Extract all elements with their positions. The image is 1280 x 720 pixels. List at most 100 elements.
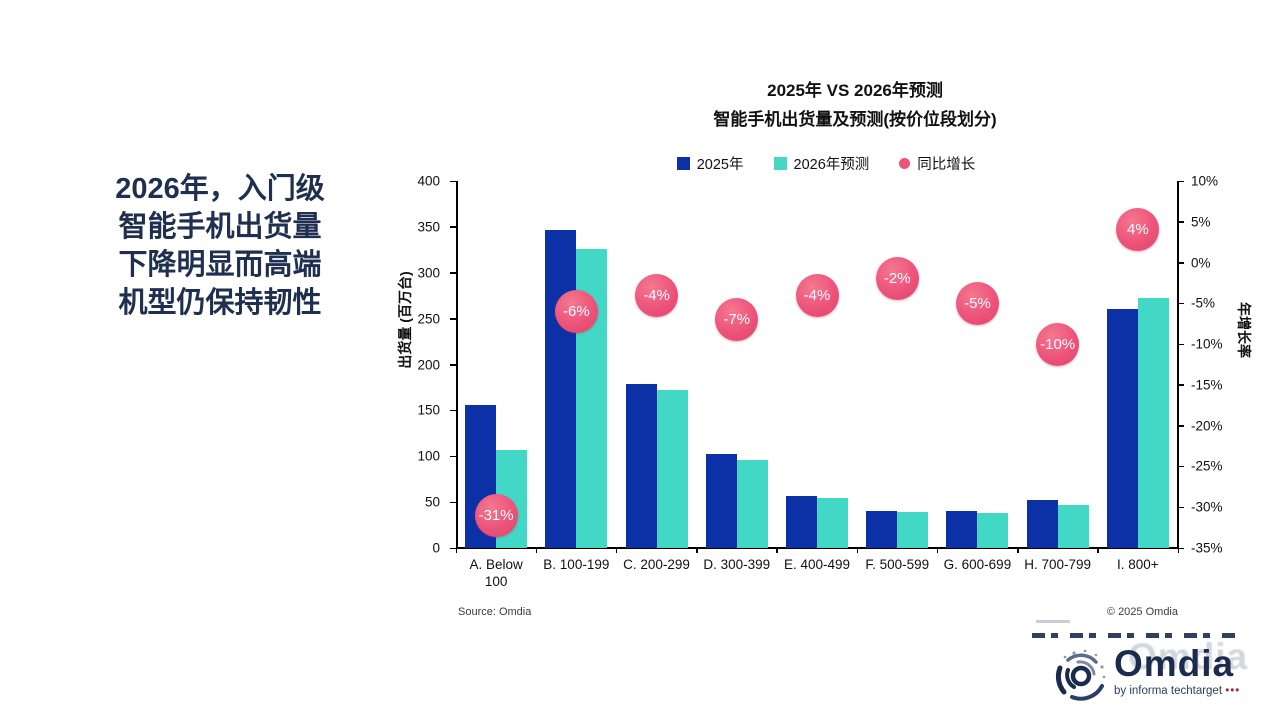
category-label: B. 100-199 — [543, 557, 610, 572]
category-label: C. 200-299 — [623, 557, 690, 572]
y-axis-tick-label-right: -20% — [1191, 418, 1223, 434]
growth-bubble: -31% — [474, 493, 518, 537]
legend-label: 2026年预测 — [793, 157, 870, 173]
x-axis-tick — [1177, 548, 1179, 553]
y-axis-tick-left — [450, 455, 456, 458]
growth-bubble: -4% — [795, 273, 839, 317]
growth-bubble: -5% — [955, 281, 999, 325]
x-axis-tick — [1097, 548, 1099, 553]
y-axis-tick-label-right: 10% — [1191, 173, 1219, 189]
x-axis-tick — [936, 548, 939, 553]
growth-bubble: -7% — [715, 298, 759, 342]
y-axis-tick-label-right: -10% — [1191, 336, 1223, 352]
growth-bubble: -6% — [554, 289, 598, 333]
bar-2026年预测-F — [897, 512, 929, 548]
y-axis-tick-left — [450, 318, 456, 320]
legend-circle-marker — [899, 158, 911, 169]
y-axis-tick-right — [1178, 180, 1184, 182]
category-label: F. 500-599 — [865, 557, 930, 572]
bar-2026年预测-E — [817, 497, 848, 548]
legend-item-同比增长: 同比增长 — [899, 153, 975, 174]
y-axis-tick-label-right: -25% — [1191, 458, 1223, 474]
bar-2026年预测-C — [656, 390, 688, 548]
x-axis-tick — [776, 548, 778, 553]
bar-2025年-E — [786, 495, 817, 548]
y-axis-tick-label-left: 400 — [417, 173, 440, 189]
y-axis-tick-label-left: 100 — [417, 448, 440, 464]
x-axis-tick — [696, 548, 698, 553]
growth-bubble: -2% — [875, 257, 919, 301]
category-label: A. Below 100 — [469, 557, 523, 589]
chart-title: 2025年 VS 2026年预测 智能手机出货量及预测(按价位段划分) — [713, 81, 997, 129]
bar-2026年预测-I — [1137, 298, 1169, 548]
y-axis-tick-left — [450, 409, 456, 412]
headline-text: 2026年，入门级 智能手机出货量 下降明显而高端 机型仍保持韧性 — [115, 173, 325, 319]
y-axis-tick-label-left: 300 — [417, 265, 440, 281]
x-axis-tick — [615, 548, 618, 553]
category-label: H. 700-799 — [1024, 557, 1092, 572]
bar-2025年-C — [625, 383, 657, 548]
category-label: I. 800+ — [1117, 557, 1159, 572]
chart-legend: 2025年 2026年预测 同比增长 — [456, 153, 1196, 174]
y-axis-tick-label-left: 0 — [432, 540, 440, 556]
y-axis-tick-right — [1178, 221, 1184, 223]
omdia-ghost-watermark: Omdia — [1128, 636, 1249, 677]
y-axis-tick-left — [450, 364, 456, 366]
growth-bubble: 4% — [1116, 208, 1160, 252]
bar-2025年-I — [1106, 308, 1138, 548]
y-axis-tick-right — [1178, 262, 1184, 264]
copyright-note: © 2025 Omdia — [1106, 606, 1178, 618]
render-artifact-line — [1036, 620, 1070, 623]
y-axis-tick-right — [1178, 302, 1184, 305]
x-axis-tick — [856, 548, 859, 553]
left-axis-title: 出货量 (百万台) — [397, 271, 413, 369]
y-axis-tick-right — [1178, 506, 1184, 509]
bar-2026年预测-H — [1057, 504, 1089, 548]
y-axis-tick-left — [450, 501, 456, 504]
y-axis-tick-right — [1178, 425, 1184, 427]
tagline-dots: ••• — [1225, 685, 1241, 697]
y-axis-tick-label-right: 0% — [1191, 255, 1211, 271]
bar-2025年-H — [1026, 500, 1058, 548]
bar-2025年-G — [946, 511, 978, 548]
legend-label: 2025年 — [696, 157, 744, 173]
omdia-logo-text: Omdia — [1114, 643, 1235, 684]
category-label: D. 300-399 — [703, 557, 771, 572]
omdia-logo-icon — [1055, 649, 1106, 701]
chart-plot-area: 0 50 100 150 200 250 300 350 400 10% 5% 0% -5% -10% -1… — [417, 174, 1222, 590]
y-axis-tick-left — [450, 226, 456, 228]
render-artifact-smudge — [1032, 633, 1240, 638]
y-axis-tick-left — [450, 272, 456, 274]
right-axis-title: 年增长率 — [1236, 302, 1252, 358]
y-axis-tick-label-left: 200 — [417, 357, 440, 372]
y-axis-tick-label-right: 5% — [1191, 214, 1211, 230]
y-axis-tick-label-right: -5% — [1191, 295, 1216, 311]
y-axis-tick-label-right: -35% — [1191, 540, 1223, 556]
legend-item-2025年: 2025年 — [676, 153, 744, 174]
y-axis-tick-label-left: 350 — [417, 219, 440, 235]
y-axis-line-left — [456, 181, 458, 548]
y-axis-tick-label-left: 50 — [424, 494, 440, 510]
category-label: E. 400-499 — [783, 557, 851, 572]
y-axis-tick-right — [1178, 343, 1184, 346]
source-note: Source: Omdia — [458, 606, 532, 618]
y-axis-tick-label-right: -15% — [1191, 377, 1223, 393]
x-axis-tick — [1017, 548, 1019, 553]
growth-bubble: -10% — [1036, 322, 1080, 366]
bar-2025年-F — [866, 511, 898, 548]
bar-2025年-D — [705, 453, 737, 548]
bar-2025年-B — [545, 229, 577, 548]
x-axis-tick — [535, 548, 538, 553]
x-axis-tick — [455, 548, 457, 553]
legend-square-marker — [676, 157, 690, 170]
omdia-logo: Omdia Omdia by informa techtarget ••• — [1052, 636, 1248, 710]
legend-label: 同比增长 — [917, 157, 976, 173]
y-axis-tick-label-left: 250 — [417, 311, 440, 327]
omdia-logo-tagline: by informa techtarget ••• — [1114, 685, 1241, 697]
legend-square-marker — [773, 157, 787, 170]
y-axis-tick-right — [1178, 384, 1184, 386]
y-axis-tick-right — [1178, 547, 1184, 549]
y-axis-tick-label-right: -30% — [1191, 499, 1223, 515]
bar-2026年预测-D — [736, 459, 768, 548]
legend-item-2026年预测: 2026年预测 — [773, 153, 870, 174]
